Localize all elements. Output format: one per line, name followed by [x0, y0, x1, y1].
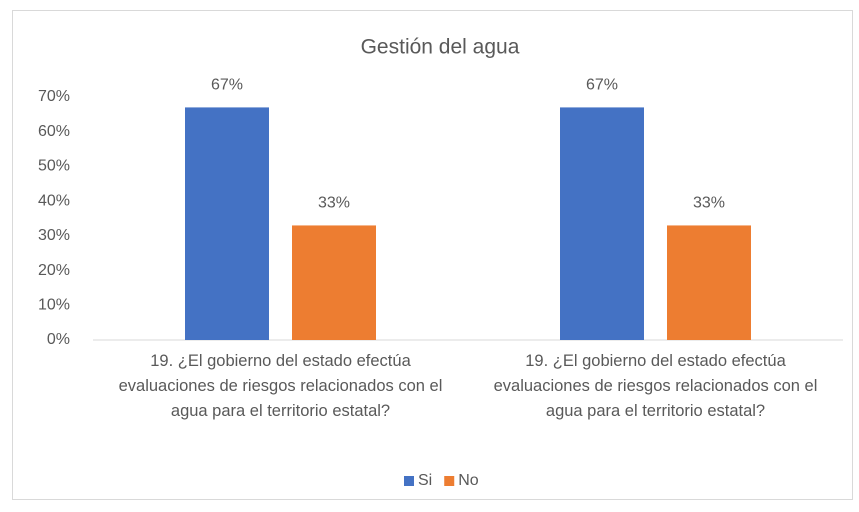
- data-label: 33%: [693, 195, 725, 212]
- chart-title: Gestión del agua: [361, 36, 520, 59]
- legend-label: Si: [418, 472, 432, 489]
- legend-swatch: [404, 476, 414, 486]
- x-tick-label: 19. ¿El gobierno del estado efectúa eval…: [118, 352, 443, 420]
- y-tick-label: 0%: [47, 331, 70, 348]
- y-tick-label: 40%: [38, 192, 70, 209]
- y-tick-label: 50%: [38, 158, 70, 175]
- data-label: 67%: [586, 77, 618, 94]
- bar: [667, 225, 751, 340]
- y-tick-label: 20%: [38, 262, 70, 279]
- y-tick-label: 70%: [38, 88, 70, 105]
- bar: [292, 225, 376, 340]
- bar: [560, 107, 644, 341]
- data-label: 67%: [211, 77, 243, 94]
- y-tick-label: 10%: [38, 297, 70, 314]
- legend-label: No: [458, 472, 479, 489]
- bar: [185, 107, 269, 341]
- data-label: 33%: [318, 195, 350, 212]
- y-tick-label: 30%: [38, 227, 70, 244]
- legend-swatch: [444, 476, 455, 486]
- x-tick-label: 19. ¿El gobierno del estado efectúa eval…: [493, 352, 818, 420]
- y-tick-label: 60%: [38, 123, 70, 140]
